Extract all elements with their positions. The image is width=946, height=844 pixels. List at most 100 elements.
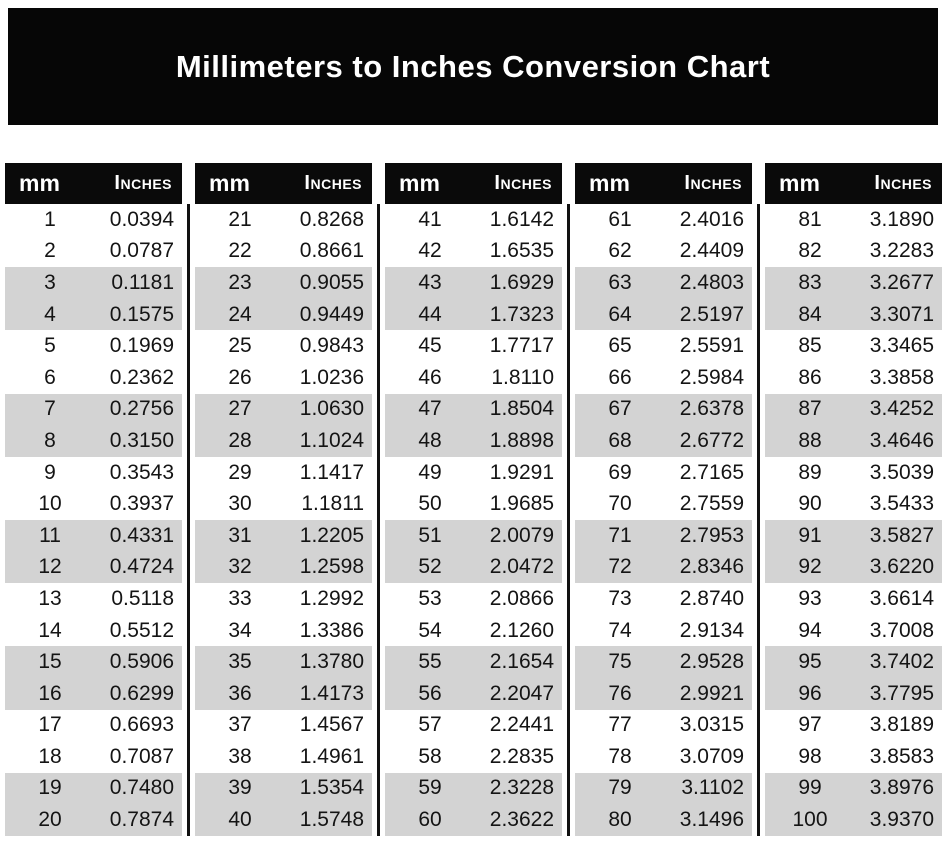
mm-value: 56	[418, 681, 442, 705]
inches-value: 1.6535	[489, 239, 554, 263]
mm-value: 19	[38, 776, 62, 800]
inches-value: 3.7402	[869, 650, 934, 674]
table-row: 26 1.0236	[195, 362, 372, 394]
inches-value: 2.4016	[679, 207, 744, 231]
inches-value: 2.4409	[679, 239, 744, 263]
table-row: 56 2.2047	[385, 677, 562, 710]
table-row: 36 1.4173	[195, 677, 372, 710]
mm-value: 81	[798, 207, 822, 231]
table-row: 60 2.3622	[385, 804, 562, 836]
inches-value: 2.7953	[679, 523, 744, 547]
mm-column-header: mm	[589, 170, 630, 196]
inches-value: 2.2047	[489, 681, 554, 705]
mm-value: 50	[418, 492, 442, 516]
mm-value: 7	[44, 397, 56, 421]
mm-value: 75	[608, 650, 632, 674]
inches-value: 1.8898	[489, 428, 554, 452]
inches-value: 1.2598	[299, 555, 364, 579]
table-row: 64 2.5197	[575, 298, 752, 331]
table-row: 70 2.7559	[575, 488, 752, 520]
table-row: 73 2.8740	[575, 583, 752, 615]
mm-value: 22	[228, 239, 252, 263]
table-row: 84 3.3071	[765, 298, 942, 331]
table-row: 14 0.5512	[5, 615, 182, 647]
mm-value: 11	[39, 523, 61, 547]
table-row: 59 2.3228	[385, 772, 562, 805]
mm-value: 3	[44, 270, 56, 294]
inches-value: 3.8976	[869, 776, 934, 800]
inches-value: 1.4961	[299, 744, 364, 768]
inches-value: 2.1654	[489, 650, 554, 674]
mm-value: 20	[38, 808, 62, 832]
table-row: 10 0.3937	[5, 488, 182, 520]
table-row: 43 1.6929	[385, 267, 562, 299]
mm-value: 83	[798, 270, 822, 294]
mm-value: 72	[608, 555, 632, 579]
mm-value: 1	[44, 207, 56, 231]
mm-value: 76	[608, 681, 632, 705]
inches-value: 0.3937	[109, 492, 174, 516]
inches-value: 0.7480	[109, 776, 174, 800]
inches-value: 0.5512	[109, 618, 174, 642]
table-row: 2 0.0787	[5, 236, 182, 268]
inches-value: 1.1811	[301, 492, 364, 516]
inches-value: 3.3858	[869, 365, 934, 389]
inches-value: 1.7323	[489, 302, 554, 326]
inches-column-header: Inches	[114, 172, 172, 194]
mm-value: 71	[608, 523, 632, 547]
table-row: 51 2.0079	[385, 519, 562, 552]
table-row: 83 3.2677	[765, 267, 942, 299]
mm-value: 31	[228, 523, 252, 547]
mm-value: 5	[44, 334, 56, 358]
mm-value: 44	[418, 302, 442, 326]
inches-value: 1.9291	[489, 460, 554, 484]
table-body: 1 0.0394 2 0.0787 3 0.1181 4 0.1575 5 0.…	[5, 204, 182, 836]
table-row: 86 3.3858	[765, 362, 942, 394]
table-row: 97 3.8189	[765, 710, 942, 742]
table-row: 90 3.5433	[765, 488, 942, 520]
table-row: 57 2.2441	[385, 710, 562, 742]
mm-value: 98	[798, 744, 822, 768]
mm-value: 15	[38, 650, 62, 674]
table-row: 66 2.5984	[575, 362, 752, 394]
table-row: 87 3.4252	[765, 393, 942, 426]
table-row: 96 3.7795	[765, 677, 942, 710]
table-row: 34 1.3386	[195, 615, 372, 647]
table-row: 53 2.0866	[385, 583, 562, 615]
mm-value: 59	[418, 776, 442, 800]
mm-value: 100	[792, 808, 828, 832]
table-row: 47 1.8504	[385, 393, 562, 426]
mm-value: 12	[38, 555, 62, 579]
inches-value: 1.8110	[491, 365, 554, 389]
mm-value: 29	[228, 460, 252, 484]
table-body: 41 1.6142 42 1.6535 43 1.6929 44 1.7323 …	[385, 204, 562, 836]
table-row: 44 1.7323	[385, 298, 562, 331]
table-row: 21 0.8268	[195, 204, 372, 236]
inches-value: 3.7008	[869, 618, 934, 642]
inches-value: 3.7795	[869, 681, 934, 705]
table-row: 16 0.6299	[5, 677, 182, 710]
mm-value: 69	[608, 460, 632, 484]
table-row: 3 0.1181	[5, 267, 182, 299]
mm-column-header: mm	[399, 170, 440, 196]
mm-value: 58	[418, 744, 442, 768]
inches-value: 2.2835	[489, 744, 554, 768]
chart-title-banner: Millimeters to Inches Conversion Chart	[8, 8, 938, 125]
inches-value: 0.9843	[299, 334, 364, 358]
mm-value: 67	[608, 397, 632, 421]
inches-value: 3.0709	[679, 744, 744, 768]
inches-value: 1.9685	[489, 492, 554, 516]
table-row: 55 2.1654	[385, 646, 562, 678]
inches-value: 0.3543	[109, 460, 174, 484]
table-row: 92 3.6220	[765, 551, 942, 584]
mm-value: 61	[608, 207, 632, 231]
table-row: 68 2.6772	[575, 425, 752, 457]
table-separator	[187, 204, 190, 836]
mm-value: 78	[608, 744, 632, 768]
table-row: 33 1.2992	[195, 583, 372, 615]
table-row: 77 3.0315	[575, 710, 752, 742]
table-row: 67 2.6378	[575, 393, 752, 426]
inches-value: 0.4331	[109, 523, 174, 547]
mm-value: 2	[44, 239, 56, 263]
inches-value: 1.1024	[299, 428, 364, 452]
